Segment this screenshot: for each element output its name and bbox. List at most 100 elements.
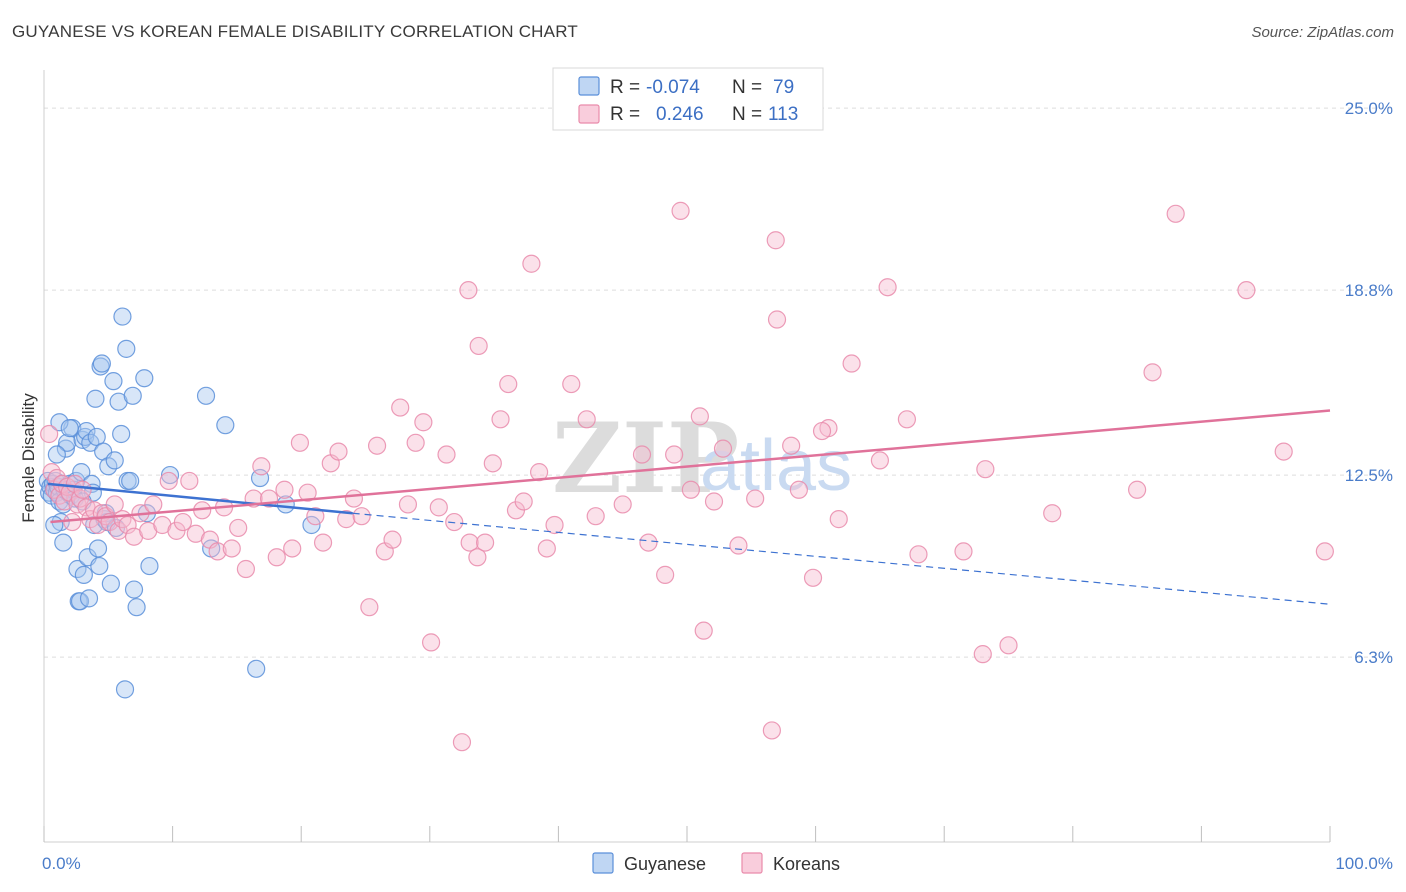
- koreans-point: [729, 536, 748, 555]
- koreans-point: [681, 480, 700, 499]
- guyanese-point: [160, 465, 180, 485]
- guyanese-point: [104, 372, 123, 391]
- koreans-point: [105, 495, 124, 514]
- koreans-point: [665, 445, 684, 464]
- koreans-point: [229, 518, 248, 538]
- koreans-point: [704, 492, 724, 511]
- koreans-point: [290, 433, 310, 452]
- legend-r-value-1: -0.074: [646, 77, 700, 98]
- stats-legend: R = -0.074 N = 79 R = 0.246 N = 113: [552, 67, 824, 131]
- koreans-point: [639, 533, 658, 552]
- koreans-point: [1127, 480, 1147, 499]
- koreans-point: [812, 421, 832, 441]
- guyanese-point: [112, 424, 131, 444]
- koreans-point: [437, 445, 456, 464]
- koreans-point: [344, 489, 364, 508]
- koreans-point: [337, 510, 356, 529]
- guyanese-point: [74, 565, 93, 584]
- guyanese-point: [88, 539, 108, 558]
- koreans-point: [383, 530, 402, 549]
- koreans-point: [762, 721, 781, 740]
- guyanese-point: [60, 419, 79, 438]
- koreans-point: [514, 492, 533, 511]
- koreans-point: [42, 463, 61, 482]
- y-tick-labels: 6.3% 12.5% 18.8% 25.0%: [1345, 99, 1393, 667]
- koreans-point: [766, 231, 785, 250]
- koreans-point: [483, 454, 502, 473]
- guyanese-point: [101, 574, 120, 593]
- legend-n-value-2: 113: [768, 104, 798, 125]
- guyanese-point: [54, 533, 73, 552]
- guyanese-point: [247, 659, 266, 678]
- koreans-point: [63, 512, 82, 532]
- koreans-point: [414, 413, 433, 432]
- guyanese-point: [47, 445, 66, 464]
- chart-title: GUYANESE VS KOREAN FEMALE DISABILITY COR…: [12, 22, 578, 41]
- koreans-point: [499, 374, 518, 394]
- koreans-point: [577, 410, 596, 429]
- koreans-point: [180, 471, 199, 491]
- guyanese-point: [124, 580, 144, 599]
- x-tick-label-min: 0.0%: [42, 854, 81, 873]
- koreans-point: [468, 548, 487, 567]
- guyanese-point: [121, 471, 140, 491]
- koreans-point: [690, 407, 709, 426]
- guyanese-point: [105, 451, 124, 470]
- legend-r-label-2: R =: [610, 104, 640, 125]
- koreans-point: [298, 483, 317, 502]
- y-axis-label: Female Disability: [19, 393, 38, 523]
- watermark-atlas: atlas: [700, 426, 852, 506]
- koreans-point: [352, 507, 371, 526]
- koreans-point: [1166, 204, 1185, 223]
- guyanese-point: [45, 515, 64, 535]
- koreans-point: [469, 336, 488, 356]
- koreans-point: [406, 433, 425, 452]
- koreans-point: [429, 498, 448, 517]
- series-koreans-points: [40, 201, 1334, 752]
- koreans-point: [767, 310, 787, 329]
- koreans-point: [306, 507, 325, 526]
- guyanese-point: [302, 515, 321, 535]
- koreans-point: [275, 480, 294, 499]
- guyanese-point: [50, 413, 69, 432]
- koreans-point: [537, 539, 556, 558]
- legend-n-label-2: N =: [732, 104, 762, 125]
- koreans-point: [144, 495, 163, 514]
- koreans-point: [236, 559, 256, 579]
- koreans-point: [586, 507, 605, 526]
- koreans-point: [398, 495, 418, 514]
- koreans-point: [421, 633, 441, 652]
- guyanese-point: [196, 386, 216, 405]
- y-tick-label: 6.3%: [1354, 648, 1393, 667]
- y-tick-label: 18.8%: [1345, 281, 1393, 300]
- koreans-point: [283, 539, 302, 558]
- guyanese-point: [79, 589, 99, 608]
- koreans-point: [360, 598, 379, 617]
- koreans-point: [522, 254, 541, 273]
- koreans-point: [367, 436, 387, 455]
- koreans-point: [267, 548, 286, 567]
- koreans-point: [694, 621, 713, 640]
- koreans-point: [954, 542, 973, 561]
- koreans-trend-line: [50, 409, 1331, 524]
- guyanese-point: [123, 386, 142, 405]
- koreans-point: [897, 410, 917, 429]
- axes: [43, 70, 1331, 843]
- koreans-point: [999, 636, 1018, 655]
- koreans-point: [545, 515, 564, 535]
- koreans-point: [870, 451, 890, 470]
- koreans-point: [159, 471, 178, 491]
- koreans-point: [1143, 363, 1162, 382]
- source-label: Source: ZipAtlas.com: [1251, 24, 1394, 41]
- koreans-point: [973, 645, 992, 664]
- guyanese-point: [140, 556, 159, 576]
- koreans-point: [878, 278, 897, 297]
- koreans-point: [222, 539, 241, 558]
- bottom-legend: Guyanese Koreans: [592, 852, 840, 874]
- guyanese-point: [135, 369, 154, 388]
- guyanese-point: [92, 354, 111, 373]
- legend-swatch-koreans: [578, 104, 600, 124]
- koreans-point: [842, 354, 861, 373]
- koreans-point: [391, 398, 410, 417]
